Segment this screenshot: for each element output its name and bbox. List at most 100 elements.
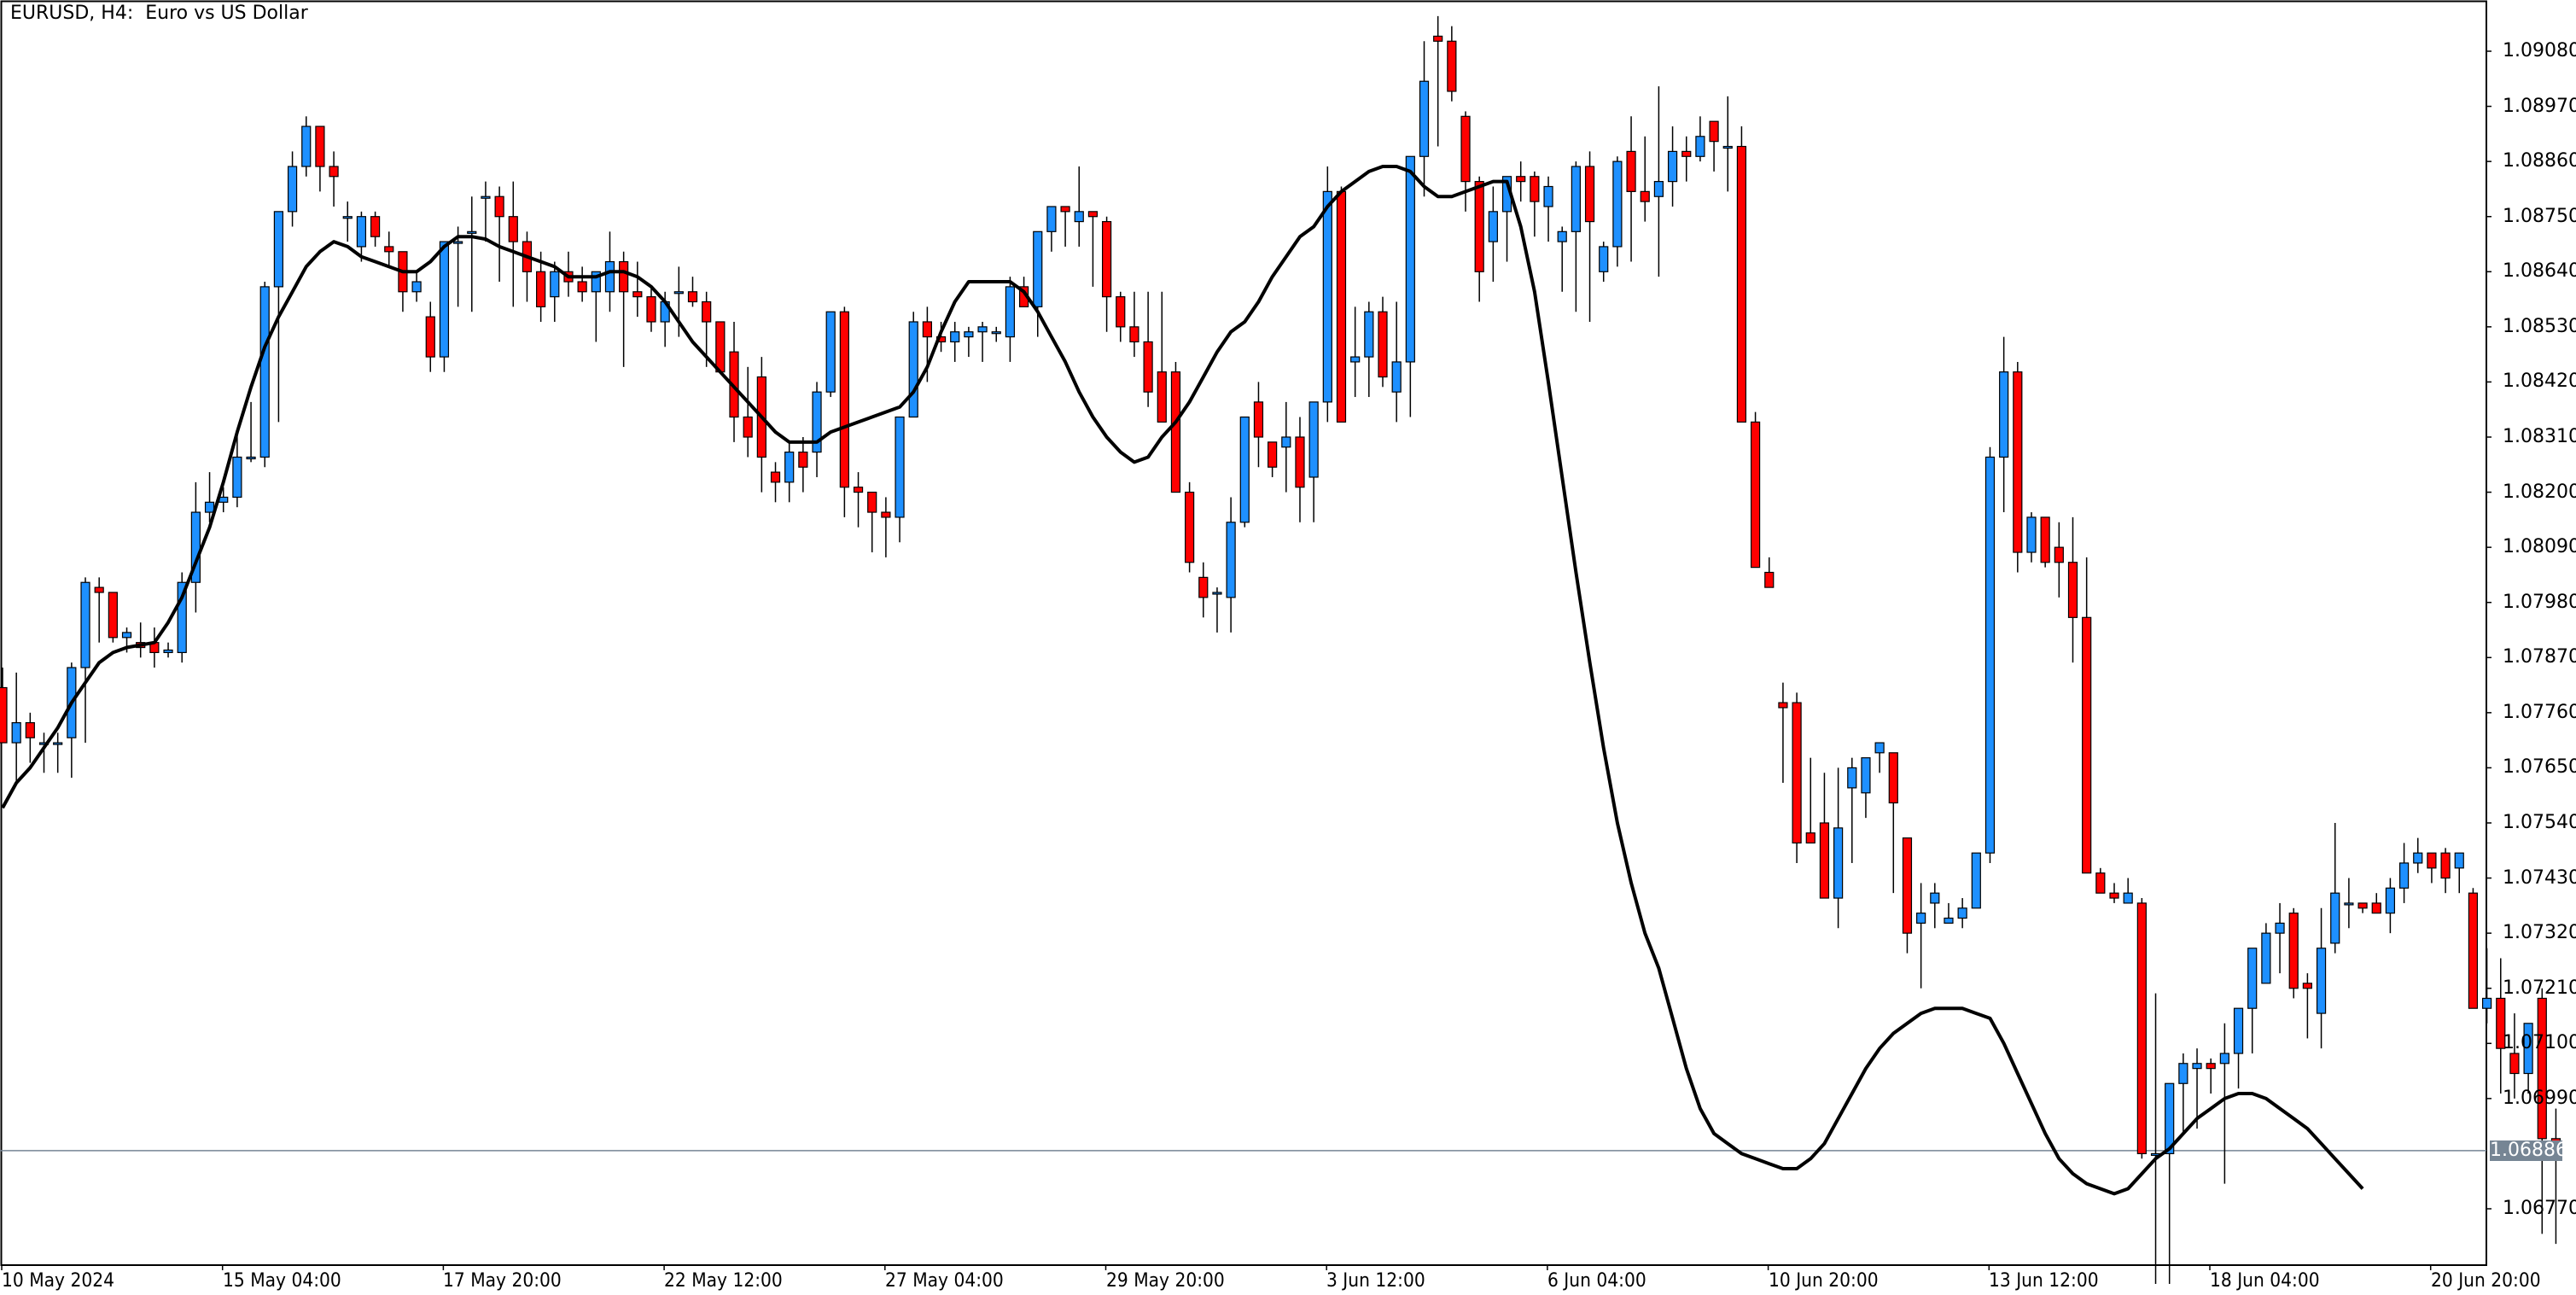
candle[interactable] xyxy=(1957,898,1967,929)
candle[interactable] xyxy=(743,366,753,458)
candle[interactable] xyxy=(881,497,891,557)
candle[interactable] xyxy=(2550,1108,2561,1245)
candle[interactable] xyxy=(1750,411,1761,569)
candle[interactable] xyxy=(619,251,629,367)
candle[interactable] xyxy=(2109,883,2119,903)
candle[interactable] xyxy=(673,266,684,337)
candle[interactable] xyxy=(2398,843,2410,903)
candle[interactable] xyxy=(2067,516,2078,663)
candle[interactable] xyxy=(1722,96,1733,192)
candle[interactable] xyxy=(1157,291,1167,423)
candle[interactable] xyxy=(2178,1053,2188,1134)
candle[interactable] xyxy=(1074,166,1084,247)
candle[interactable] xyxy=(481,181,491,242)
candle[interactable] xyxy=(1819,773,1830,899)
candle[interactable] xyxy=(839,306,849,517)
candle[interactable] xyxy=(1474,176,1484,302)
candle[interactable] xyxy=(1861,757,1871,819)
candle[interactable] xyxy=(287,151,298,227)
candle[interactable] xyxy=(1874,742,1885,773)
candle[interactable] xyxy=(2013,361,2023,573)
candle[interactable] xyxy=(1612,156,1623,267)
candle[interactable] xyxy=(867,491,877,553)
candle[interactable] xyxy=(1626,116,1636,262)
candle[interactable] xyxy=(149,627,160,668)
candle[interactable] xyxy=(2468,888,2479,1009)
candle[interactable] xyxy=(1847,757,1857,863)
candle[interactable] xyxy=(1778,682,1788,784)
candle[interactable] xyxy=(1902,837,1913,954)
candle[interactable] xyxy=(1129,291,1139,358)
candle[interactable] xyxy=(11,672,21,784)
candle[interactable] xyxy=(1405,155,1415,417)
candle[interactable] xyxy=(2206,1058,2216,1094)
candle[interactable] xyxy=(2082,557,2092,874)
candle[interactable] xyxy=(453,226,463,307)
candle[interactable] xyxy=(895,416,905,543)
candle[interactable] xyxy=(177,572,187,663)
candle[interactable] xyxy=(259,282,270,468)
candle[interactable] xyxy=(2219,1023,2229,1184)
candle[interactable] xyxy=(1060,206,1070,247)
candle[interactable] xyxy=(1198,562,1209,618)
candle[interactable] xyxy=(522,231,533,302)
candle[interactable] xyxy=(1584,151,1595,322)
candle[interactable] xyxy=(2344,878,2354,929)
candle[interactable] xyxy=(2233,1007,2244,1089)
candle[interactable] xyxy=(798,437,808,493)
candle[interactable] xyxy=(1033,230,1043,337)
candle[interactable] xyxy=(2150,993,2161,1285)
candle[interactable] xyxy=(977,321,988,362)
candle[interactable] xyxy=(1308,401,1319,522)
candle[interactable] xyxy=(2413,837,2423,873)
candle[interactable] xyxy=(1653,86,1664,277)
candle[interactable] xyxy=(1530,171,1540,237)
candle[interactable] xyxy=(2136,898,2147,1159)
candle[interactable] xyxy=(1391,301,1402,423)
candle[interactable] xyxy=(232,432,242,508)
candle[interactable] xyxy=(1488,186,1498,283)
candle[interactable] xyxy=(329,151,339,207)
candle[interactable] xyxy=(1268,441,1278,477)
candle[interactable] xyxy=(2537,988,2547,1234)
candle[interactable] xyxy=(964,326,974,358)
candle[interactable] xyxy=(1599,242,1609,283)
candle[interactable] xyxy=(398,251,408,312)
candle[interactable] xyxy=(2316,907,2327,1049)
candle[interactable] xyxy=(1116,291,1126,342)
candle[interactable] xyxy=(2427,852,2437,884)
candle[interactable] xyxy=(467,196,477,312)
candle[interactable] xyxy=(494,186,504,283)
candle[interactable] xyxy=(853,472,864,528)
candle[interactable] xyxy=(1516,161,1526,202)
candle[interactable] xyxy=(246,401,256,463)
candle[interactable] xyxy=(25,712,35,763)
candle[interactable] xyxy=(136,622,146,658)
candle[interactable] xyxy=(2247,948,2258,1054)
candle[interactable] xyxy=(190,481,201,613)
candle[interactable] xyxy=(2261,923,2271,984)
candle[interactable] xyxy=(0,668,8,744)
candle[interactable] xyxy=(1971,852,1981,909)
candle[interactable] xyxy=(1433,15,1443,147)
candle[interactable] xyxy=(1170,361,1181,493)
candle[interactable] xyxy=(1695,116,1705,162)
candle[interactable] xyxy=(2123,878,2133,904)
candle[interactable] xyxy=(646,286,656,332)
candle[interactable] xyxy=(1087,211,1099,287)
candle[interactable] xyxy=(1281,401,1291,493)
candle[interactable] xyxy=(784,441,795,503)
candle[interactable] xyxy=(1930,883,1940,929)
candle[interactable] xyxy=(2440,848,2451,894)
candle[interactable] xyxy=(1764,557,1775,588)
candle[interactable] xyxy=(687,277,698,307)
candle[interactable] xyxy=(1378,296,1388,388)
candle[interactable] xyxy=(2026,512,2037,563)
candle[interactable] xyxy=(370,211,381,247)
candle[interactable] xyxy=(1350,306,1361,398)
candle[interactable] xyxy=(2482,948,2492,1024)
candle[interactable] xyxy=(2371,893,2381,914)
candle[interactable] xyxy=(80,577,90,744)
candle[interactable] xyxy=(950,321,960,362)
